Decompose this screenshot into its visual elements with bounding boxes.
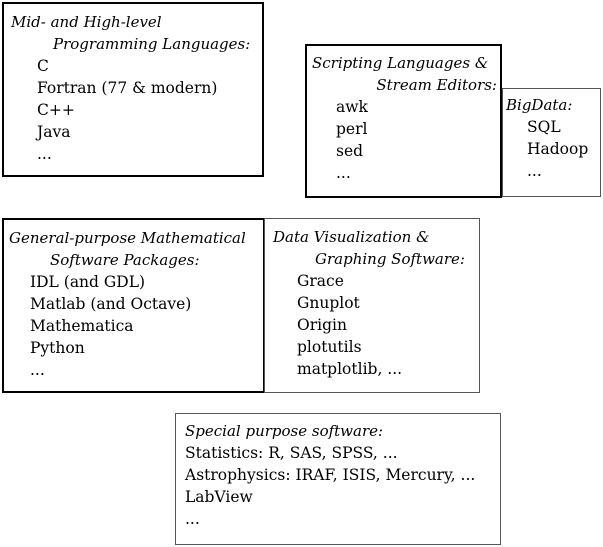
special-purpose-title: Special purpose software: xyxy=(185,420,500,442)
scripting-languages-box: Scripting Languages & Stream Editors: aw… xyxy=(305,44,502,198)
bigdata-list: SQL Hadoop ... xyxy=(506,116,600,182)
title-line-1: BigData: xyxy=(506,96,573,114)
math-packages-list: IDL (and GDL) Matlab (and Octave) Mathem… xyxy=(9,271,263,381)
math-packages-box: General-purpose Mathematical Software Pa… xyxy=(2,218,265,393)
scripting-languages-list: awk perl sed ... xyxy=(312,96,500,184)
list-item: ... xyxy=(37,145,52,163)
list-item: ... xyxy=(527,162,542,180)
title-line-1: Mid- and High-level xyxy=(11,13,162,31)
list-item: SQL xyxy=(527,118,561,136)
list-item: C xyxy=(37,57,49,75)
title-line-2: Graphing Software: xyxy=(315,250,465,268)
list-item: plotutils xyxy=(297,338,362,356)
list-item: C++ xyxy=(37,101,75,119)
title-line-2: Programming Languages: xyxy=(53,35,251,53)
math-packages-title: General-purpose Mathematical Software Pa… xyxy=(9,227,263,271)
list-item: awk xyxy=(336,98,368,116)
list-item: Origin xyxy=(297,316,347,334)
bigdata-box: BigData: SQL Hadoop ... xyxy=(502,88,601,197)
title-line-1: General-purpose Mathematical xyxy=(9,229,246,247)
list-item: ... xyxy=(336,164,351,182)
list-item: Java xyxy=(37,123,71,141)
title-line-2: Software Packages: xyxy=(50,251,200,269)
list-item: Mathematica xyxy=(30,317,134,335)
programming-languages-list: C Fortran (77 & modern) C++ Java ... xyxy=(11,55,262,165)
list-item: IDL (and GDL) xyxy=(30,273,146,291)
title-line-1: Special purpose software: xyxy=(185,422,384,440)
list-item: perl xyxy=(336,120,368,138)
title-line-2: Stream Editors: xyxy=(376,76,497,94)
list-item: Matlab (and Octave) xyxy=(30,295,192,313)
list-item: ... xyxy=(30,361,45,379)
scripting-languages-title: Scripting Languages & Stream Editors: xyxy=(312,52,500,96)
special-purpose-list: Statistics: R, SAS, SPSS, ... Astrophysi… xyxy=(185,442,500,530)
list-item: sed xyxy=(336,142,364,160)
programming-languages-title: Mid- and High-level Programming Language… xyxy=(11,11,262,55)
list-item: Hadoop xyxy=(527,140,589,158)
list-item: Statistics: R, SAS, SPSS, ... xyxy=(185,444,398,462)
data-visualization-list: Grace Gnuplot Origin plotutils matplotli… xyxy=(273,270,479,380)
list-item: LabView xyxy=(185,488,253,506)
list-item: Grace xyxy=(297,272,344,290)
list-item: Gnuplot xyxy=(297,294,360,312)
special-purpose-box: Special purpose software: Statistics: R,… xyxy=(175,413,501,545)
list-item: Fortran (77 & modern) xyxy=(37,79,218,97)
programming-languages-box: Mid- and High-level Programming Language… xyxy=(2,2,264,177)
title-line-1: Data Visualization & xyxy=(273,228,430,246)
list-item: Python xyxy=(30,339,85,357)
title-line-1: Scripting Languages & xyxy=(312,54,489,72)
data-visualization-title: Data Visualization & Graphing Software: xyxy=(273,226,479,270)
list-item: ... xyxy=(185,510,200,528)
data-visualization-box: Data Visualization & Graphing Software: … xyxy=(264,218,480,393)
bigdata-title: BigData: xyxy=(506,94,600,116)
list-item: Astrophysics: IRAF, ISIS, Mercury, ... xyxy=(185,466,476,484)
list-item: matplotlib, ... xyxy=(297,360,403,378)
